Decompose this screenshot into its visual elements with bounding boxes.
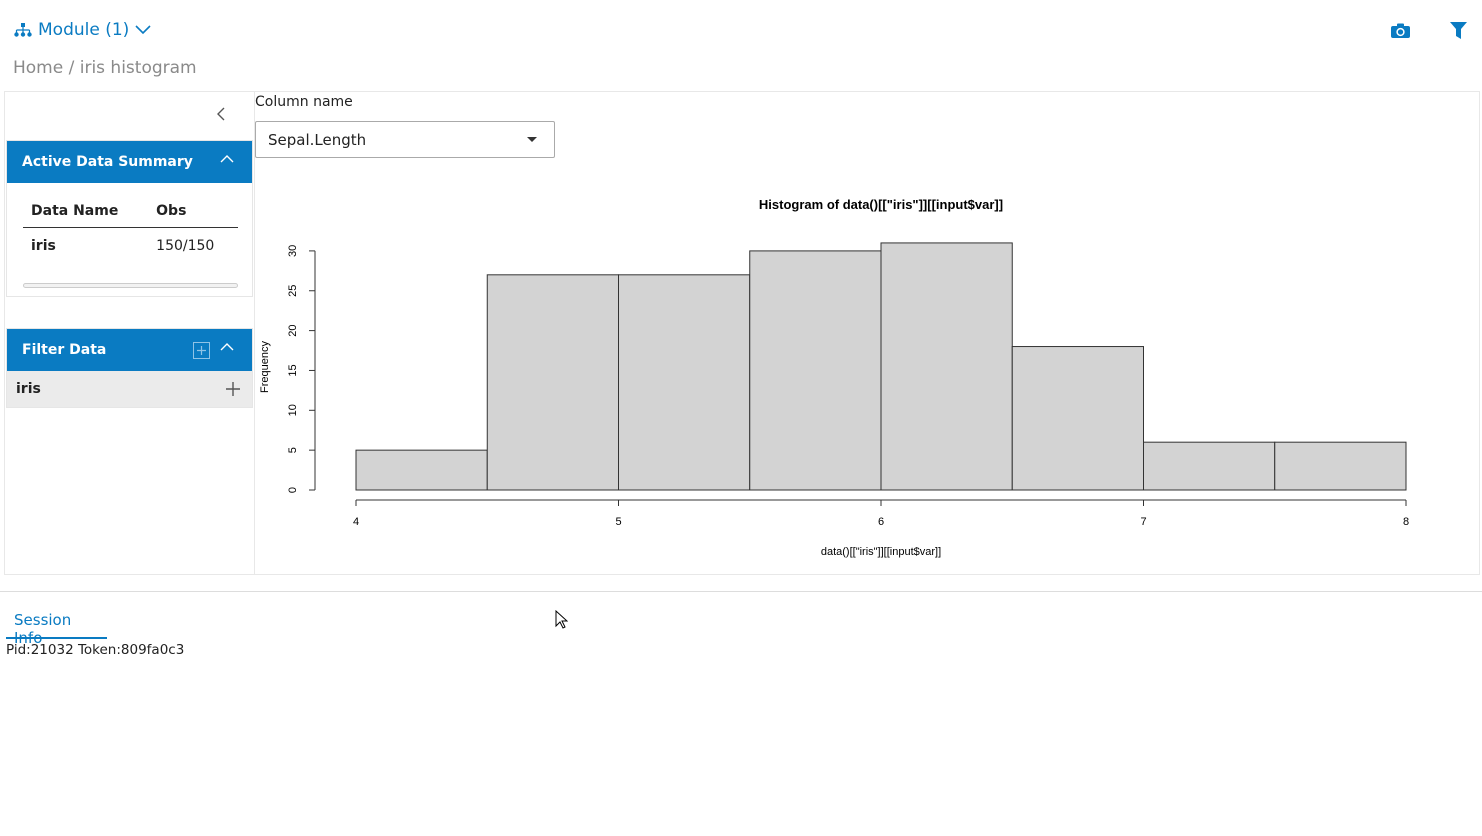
summary-header[interactable]: Active Data Summary	[7, 141, 252, 183]
filter-data-card: Filter Data iris	[6, 328, 253, 408]
x-axis-label: data()[["iris"]][[input$var]]	[821, 546, 941, 558]
sidebar-divider	[254, 92, 255, 574]
module-menu[interactable]: Module (1)	[14, 20, 151, 40]
histogram-bar	[1143, 441, 1276, 491]
sitemap-icon	[14, 23, 32, 37]
x-tick-label: 8	[1403, 516, 1409, 528]
x-tick-label: 4	[353, 516, 359, 528]
histogram-chart: Histogram of data()[["iris"]][[input$var…	[259, 197, 1409, 558]
horizontal-scrollbar[interactable]	[23, 283, 238, 288]
histogram-bar	[1274, 441, 1407, 491]
y-tick-label: 30	[287, 245, 299, 257]
x-tick-label: 7	[1140, 516, 1146, 528]
mouse-cursor-icon	[555, 610, 568, 629]
x-tick-label: 6	[878, 516, 884, 528]
filter-title: Filter Data	[22, 342, 107, 358]
column-header: Data Name	[23, 195, 149, 228]
y-tick-label: 5	[287, 447, 299, 453]
x-tick-label: 5	[615, 516, 621, 528]
caret-down-icon	[527, 137, 537, 142]
add-filter-icon[interactable]	[193, 342, 210, 359]
active-data-summary-card: Active Data Summary Data Name Obs iris 150…	[6, 140, 253, 297]
divider	[0, 591, 1482, 592]
filter-dataset-item[interactable]: iris	[7, 371, 252, 407]
column-select[interactable]: Sepal.Length	[255, 121, 555, 158]
chart-title: Histogram of data()[["iris"]][[input$var…	[759, 197, 1003, 212]
filter-icon[interactable]	[1450, 22, 1467, 39]
histogram-bar	[486, 274, 619, 491]
collapse-sidebar-icon[interactable]	[216, 106, 226, 126]
histogram-bar	[355, 449, 488, 491]
y-tick-label: 25	[287, 285, 299, 297]
chevron-down-icon	[135, 25, 151, 35]
table-row: iris 150/150	[23, 228, 238, 265]
camera-icon[interactable]	[1391, 23, 1410, 38]
y-tick-label: 20	[287, 324, 299, 336]
data-name-cell: iris	[31, 238, 56, 254]
y-axis-label: Frequency	[259, 341, 271, 393]
session-info-text: Pid:21032 Token:809fa0c3	[6, 642, 185, 658]
column-header: Obs	[148, 195, 238, 228]
main-panel	[4, 91, 1480, 575]
summary-title: Active Data Summary	[22, 154, 193, 170]
histogram-bar	[1011, 346, 1144, 491]
filter-header[interactable]: Filter Data	[7, 329, 252, 371]
histogram-bar	[749, 250, 882, 491]
y-tick-label: 0	[287, 487, 299, 493]
dataset-label: iris	[16, 381, 41, 397]
plus-icon[interactable]	[226, 382, 240, 396]
y-tick-label: 10	[287, 404, 299, 416]
chevron-up-icon[interactable]	[220, 342, 234, 351]
module-label: Module (1)	[38, 20, 130, 40]
chevron-up-icon[interactable]	[220, 154, 234, 163]
obs-cell: 150/150	[156, 238, 215, 254]
histogram-bar	[618, 274, 751, 491]
y-tick-label: 15	[287, 364, 299, 376]
breadcrumb: Home / iris histogram	[13, 58, 197, 78]
histogram-bar	[880, 242, 1013, 491]
summary-table: Data Name Obs iris 150/150	[23, 195, 238, 264]
column-name-label: Column name	[255, 94, 353, 110]
column-select-value: Sepal.Length	[268, 131, 367, 149]
tab-session-info[interactable]: Session Info	[6, 608, 107, 647]
